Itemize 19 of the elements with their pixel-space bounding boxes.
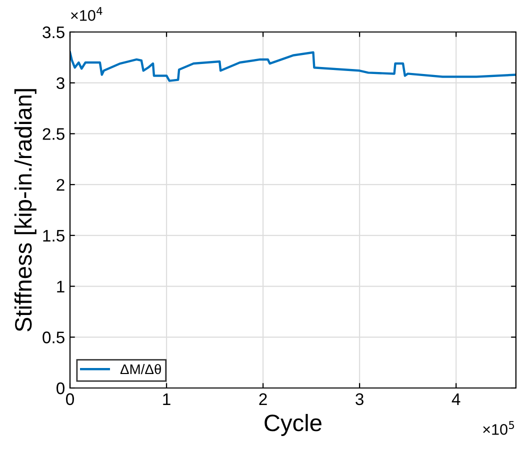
y-tick-label: 1.5 xyxy=(43,230,64,242)
y-tick-label: 2 xyxy=(56,178,64,191)
x-tick-label: 1 xyxy=(163,393,170,405)
x-axis-title: Cycle xyxy=(264,414,322,436)
y-tick-label: 0 xyxy=(56,382,64,394)
x-tick-label: 4 xyxy=(452,393,460,405)
x-tick-label: 2 xyxy=(259,393,267,405)
text: ×10$^{5}$ xyxy=(483,421,514,435)
x-tick-label: 3 xyxy=(356,393,364,406)
line-series xyxy=(70,51,516,82)
x-tick-label: 0 xyxy=(66,393,74,406)
y-tick-label: 1 xyxy=(57,280,64,292)
y-axis-title: Stiffness [kip-in./radian] xyxy=(14,89,36,332)
text: ×10$^{4}$ xyxy=(71,7,102,21)
y-tick-label: 3 xyxy=(56,77,64,90)
y-tick-label: 3.5 xyxy=(42,26,64,38)
y-tick-label: 2.5 xyxy=(42,128,64,140)
legend-label: ΔM/Δθ xyxy=(120,364,161,374)
y-tick-label: 0.5 xyxy=(42,332,64,344)
